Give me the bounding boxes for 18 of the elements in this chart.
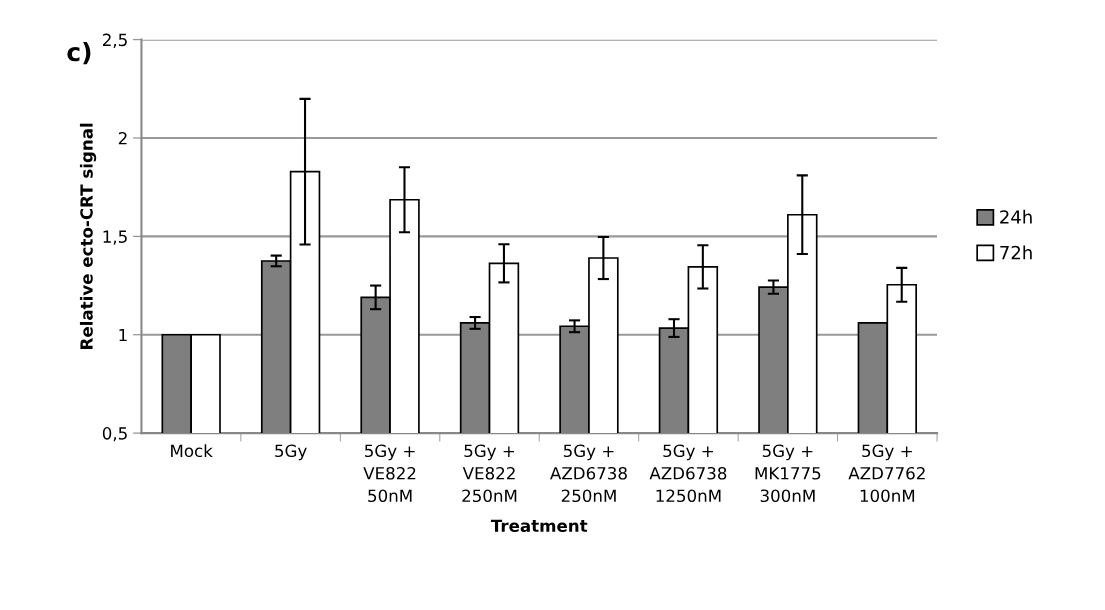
y-axis-title: Relative ecto-CRT signal — [79, 123, 97, 349]
x-tick-label: Mock — [171, 444, 213, 458]
y-tick-label: 0,5 — [102, 427, 127, 442]
legend-label: 24h — [1000, 209, 1032, 224]
x-tick-label: 5Gy + MK1775 300nM — [755, 444, 821, 503]
y-tick-label: 2,5 — [102, 33, 127, 48]
legend-label: 72h — [1000, 245, 1032, 260]
x-tick-label: 5Gy + VE822 250nM — [462, 444, 517, 503]
y-tick-label: 1,5 — [103, 230, 127, 245]
x-tick-label: 5Gy + AZD7762 100nM — [848, 444, 925, 503]
y-tick-label: 2 — [118, 131, 127, 145]
x-tick-label: 5Gy + AZD6738 250nM — [550, 444, 627, 503]
x-tick-label: 5Gy + AZD6738 1250nM — [649, 444, 727, 503]
x-tick-label: 5Gy + VE822 50nM — [363, 444, 416, 503]
text: c) — [67, 42, 91, 65]
x-tick-label: 5Gy — [275, 444, 307, 461]
y-tick-label: 1 — [119, 328, 127, 342]
x-axis-title: Treatment — [490, 519, 588, 533]
